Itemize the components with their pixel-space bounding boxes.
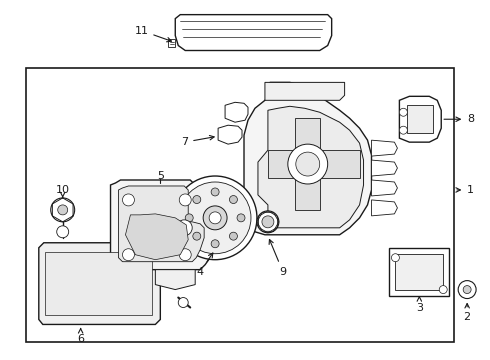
- Text: 4: 4: [196, 253, 213, 276]
- Circle shape: [296, 152, 319, 176]
- Text: 1: 1: [456, 185, 474, 195]
- Circle shape: [399, 126, 407, 134]
- Polygon shape: [111, 180, 215, 270]
- Circle shape: [179, 194, 191, 206]
- Text: 6: 6: [77, 328, 84, 345]
- Circle shape: [176, 220, 192, 236]
- Circle shape: [203, 206, 227, 230]
- Circle shape: [122, 194, 134, 206]
- Bar: [26, 68, 454, 342]
- Text: 10: 10: [56, 185, 70, 198]
- Polygon shape: [175, 15, 332, 50]
- Circle shape: [57, 226, 69, 238]
- Polygon shape: [265, 82, 344, 100]
- Circle shape: [185, 214, 193, 222]
- Polygon shape: [258, 106, 364, 228]
- Circle shape: [193, 232, 201, 240]
- Bar: [390, 248, 449, 296]
- Polygon shape: [268, 150, 360, 178]
- Circle shape: [193, 195, 201, 203]
- Circle shape: [229, 232, 238, 240]
- Circle shape: [288, 144, 328, 184]
- Polygon shape: [155, 270, 195, 289]
- Circle shape: [463, 285, 471, 293]
- Text: 7: 7: [181, 135, 214, 147]
- Circle shape: [262, 216, 274, 228]
- Text: 2: 2: [464, 303, 471, 323]
- Circle shape: [211, 188, 219, 196]
- Polygon shape: [371, 180, 397, 196]
- Circle shape: [399, 108, 407, 116]
- Polygon shape: [371, 140, 397, 156]
- Polygon shape: [371, 200, 397, 216]
- Circle shape: [257, 211, 279, 233]
- Circle shape: [51, 198, 74, 222]
- Polygon shape: [218, 125, 242, 144]
- Polygon shape: [125, 214, 188, 260]
- Circle shape: [122, 249, 134, 261]
- Text: 9: 9: [269, 239, 287, 276]
- Circle shape: [439, 285, 447, 293]
- Polygon shape: [399, 96, 441, 142]
- Circle shape: [458, 280, 476, 298]
- Circle shape: [179, 182, 251, 254]
- Circle shape: [179, 249, 191, 261]
- Circle shape: [211, 240, 219, 248]
- Circle shape: [58, 205, 68, 215]
- Polygon shape: [244, 82, 371, 235]
- Polygon shape: [168, 39, 175, 46]
- Circle shape: [237, 214, 245, 222]
- Polygon shape: [407, 105, 433, 133]
- Bar: [395, 254, 443, 289]
- Circle shape: [229, 195, 238, 203]
- Polygon shape: [225, 102, 248, 122]
- Polygon shape: [295, 118, 319, 210]
- Circle shape: [209, 212, 221, 224]
- Polygon shape: [371, 160, 397, 176]
- Text: 8: 8: [444, 114, 474, 124]
- Text: 5: 5: [157, 171, 164, 181]
- Polygon shape: [119, 186, 204, 262]
- Circle shape: [178, 298, 188, 307]
- Circle shape: [173, 176, 257, 260]
- Text: 3: 3: [416, 297, 423, 312]
- Circle shape: [392, 254, 399, 262]
- Text: 11: 11: [134, 26, 172, 42]
- Polygon shape: [45, 252, 152, 315]
- Polygon shape: [39, 243, 160, 324]
